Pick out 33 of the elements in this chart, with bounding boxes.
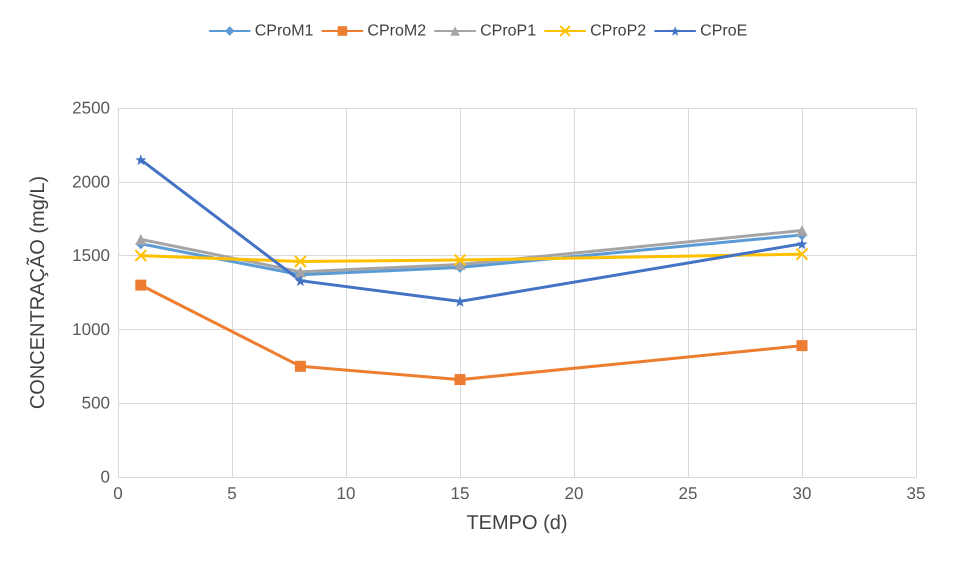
legend-label: CProM1 <box>254 22 314 40</box>
legend-label: CProP2 <box>590 22 646 40</box>
x-tick-label: 35 <box>906 484 926 503</box>
point <box>294 255 307 268</box>
point <box>135 154 146 166</box>
y-tick-label: 2500 <box>72 98 110 118</box>
x-tick-label: 30 <box>792 484 812 503</box>
point <box>454 254 466 267</box>
y-tick-label: 500 <box>82 394 110 413</box>
x-tick-label: 5 <box>227 484 237 503</box>
point <box>796 238 808 250</box>
y-axis-title: CONCENTRAÇÃO (mg/L) <box>26 176 49 410</box>
x-tick-label: 25 <box>678 484 698 503</box>
x-tick-label: 15 <box>450 484 470 503</box>
point <box>796 248 808 261</box>
point <box>454 374 466 386</box>
legend-label: CProE <box>700 22 748 40</box>
point <box>134 249 148 262</box>
x-axis-title: TEMPO (d) <box>466 512 568 534</box>
legend-label: CProP1 <box>480 22 536 40</box>
point <box>135 234 146 245</box>
legend-label: CProM2 <box>367 22 426 40</box>
y-tick-label: 1500 <box>72 246 110 266</box>
point <box>796 340 808 352</box>
point <box>294 360 306 372</box>
y-tick-label: 2000 <box>72 172 110 192</box>
point <box>796 225 808 236</box>
point <box>135 280 146 291</box>
x-tick-label: 10 <box>336 484 356 503</box>
y-tick-label: 0 <box>100 468 110 486</box>
y-tick-label: 1000 <box>72 320 110 339</box>
x-tick-label: 20 <box>564 484 584 503</box>
x-tick-label: 0 <box>113 484 123 503</box>
